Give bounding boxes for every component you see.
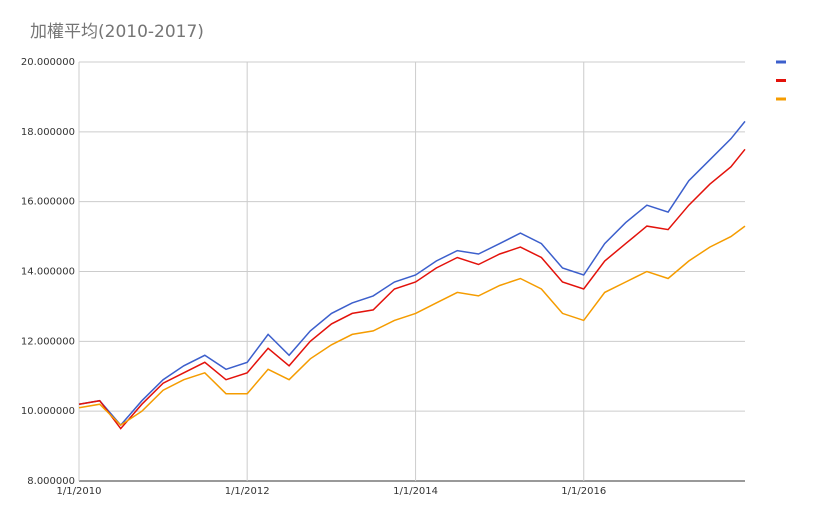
series-line: [78, 148, 746, 430]
y-tick-label: 12.000000: [21, 336, 75, 347]
x-tick-label: 1/1/2012: [225, 486, 270, 497]
y-tick-label: 18.000000: [21, 127, 75, 138]
y-tick-label: 16.000000: [21, 197, 75, 208]
chart-title: 加權平均(2010-2017): [30, 22, 204, 42]
y-tick-label: 8.000000: [27, 476, 75, 487]
y-tick-label: 20.000000: [21, 57, 75, 68]
series-line: [78, 120, 746, 427]
x-tick-label: 1/1/2010: [57, 486, 102, 497]
x-tick-label: 1/1/2016: [561, 486, 606, 497]
x-tick-label: 1/1/2014: [393, 486, 438, 497]
series-line: [78, 225, 746, 427]
y-tick-label: 10.000000: [21, 406, 75, 417]
y-tick-label: 14.000000: [21, 267, 75, 278]
